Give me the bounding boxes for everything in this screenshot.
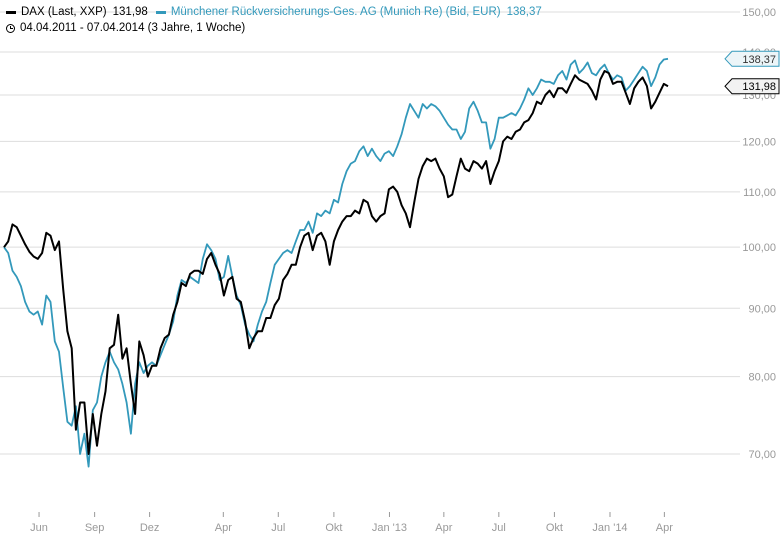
x-tick-label: Okt (546, 522, 563, 534)
badge-shape (724, 78, 780, 95)
legend-swatch-munich (155, 10, 166, 14)
badge-value: 138,37 (742, 54, 776, 66)
y-tick-label: 80,00 (748, 372, 776, 384)
x-tick-label: Jul (271, 522, 285, 534)
x-tick-label: Jun (30, 522, 48, 534)
x-tick-label: Sep (85, 522, 105, 534)
legend-period-row: 04.04.2011 - 07.04.2014 (3 Jahre, 1 Woch… (6, 20, 542, 36)
x-tick-label: Okt (325, 522, 342, 534)
grid-lines (0, 11, 740, 455)
x-tick-label: Jan '14 (592, 522, 627, 534)
period-text: 04.04.2011 - 07.04.2014 (3 Jahre, 1 Woch… (20, 22, 246, 34)
badge-value: 131,98 (742, 81, 776, 93)
y-axis: 150,00140,00130,00120,00110,00100,0090,0… (742, 7, 776, 461)
x-tick-label: Apr (215, 522, 232, 534)
legend-swatch-dax (6, 10, 16, 14)
x-tick-label: Jul (492, 522, 506, 534)
y-tick-label: 120,00 (742, 136, 776, 148)
legend-value-munich: 138,37 (506, 6, 542, 18)
x-axis: Jun Sep Dez Apr Jul Okt Jan '13 Apr Jul Okt Jan '1… (30, 512, 673, 534)
x-tick-label: Jan '13 (372, 522, 407, 534)
legend-label-dax: DAX (Last, XXP) (21, 6, 107, 18)
last-value-badge-munich: 138,37 (724, 50, 780, 67)
chart-legend: DAX (Last, XXP) 131,98 Münchener Rückver… (6, 4, 542, 36)
badge-shape (724, 50, 780, 67)
series-lines (3, 57, 669, 468)
y-tick-label: 150,00 (742, 7, 776, 19)
series-line-munich (3, 57, 669, 468)
last-value-badges: 138,37 131,98 (724, 50, 780, 95)
y-tick-label: 100,00 (742, 242, 776, 254)
y-tick-label: 110,00 (743, 187, 776, 199)
series-line-dax (3, 70, 669, 455)
clock-icon (6, 23, 15, 33)
last-value-badge-dax: 131,98 (724, 78, 780, 95)
x-tick-label: Apr (435, 522, 452, 534)
y-tick-label: 90,00 (748, 303, 776, 315)
y-tick-label: 70,00 (748, 449, 776, 461)
x-tick-label: Apr (656, 522, 673, 534)
legend-label-munich: Münchener Rückversicherungs-Ges. AG (Mun… (170, 6, 501, 18)
legend-row-series: DAX (Last, XXP) 131,98 Münchener Rückver… (6, 4, 542, 20)
legend-value-dax: 131,98 (112, 6, 148, 18)
x-tick-label: Dez (140, 522, 160, 534)
